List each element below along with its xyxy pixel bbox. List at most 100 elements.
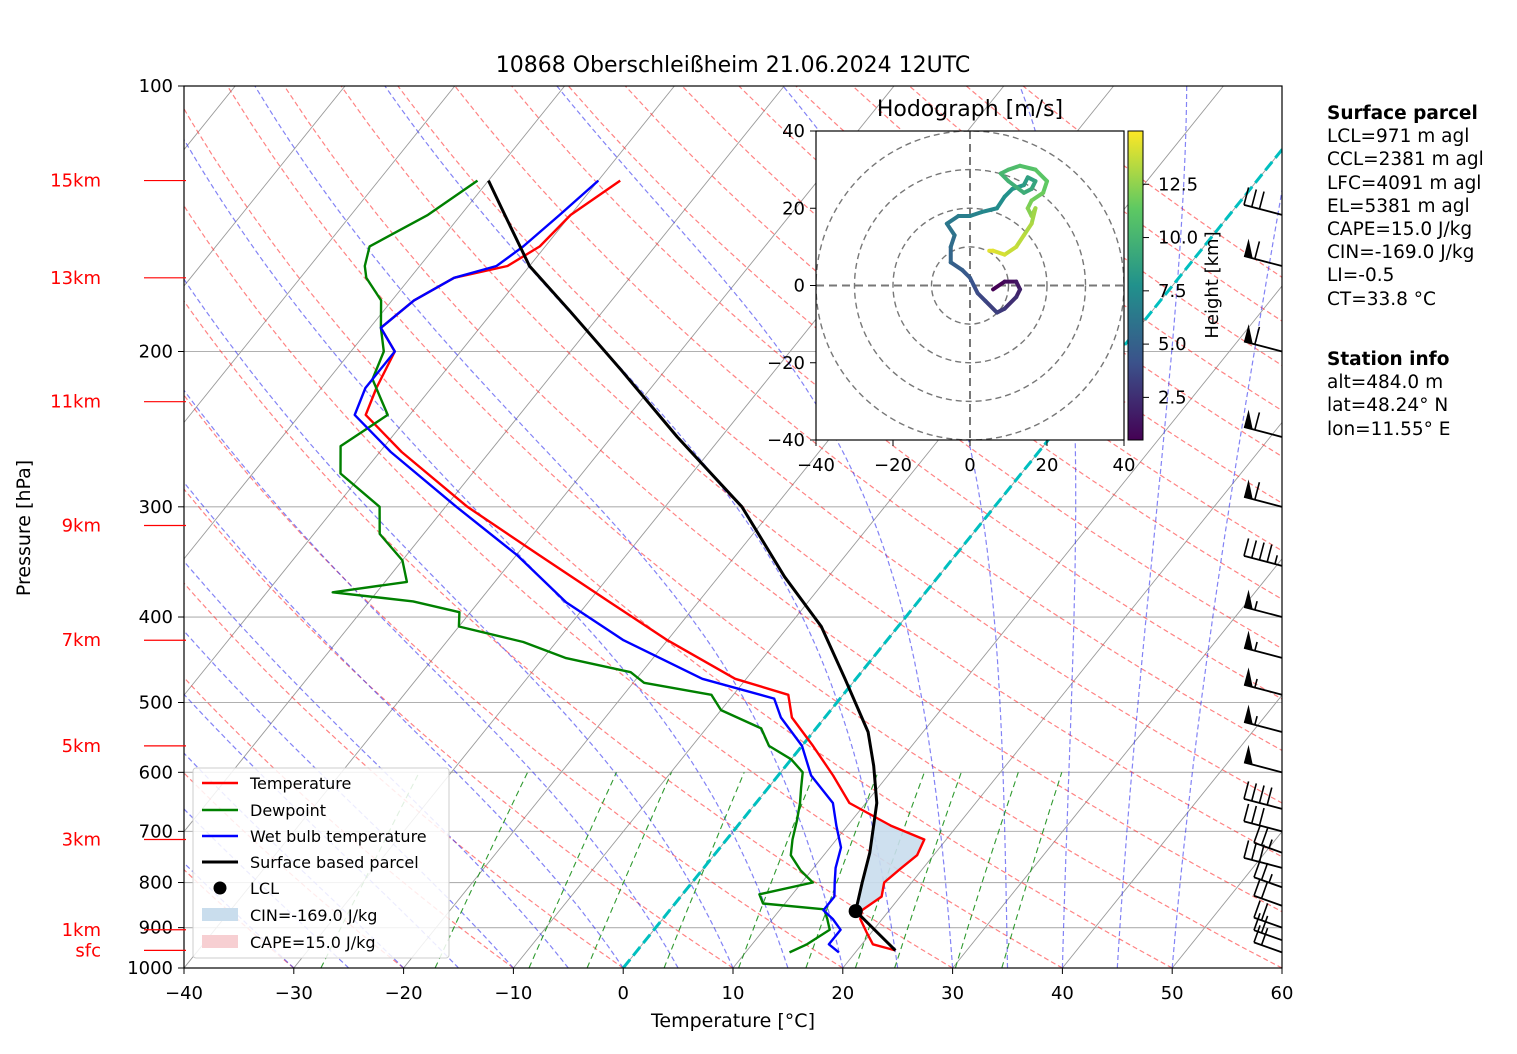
- dry-adiabat: [184, 300, 953, 968]
- wind-barbs: [1243, 187, 1283, 954]
- wind-barb-full: [1250, 842, 1258, 861]
- y-tick-label: 100: [139, 76, 173, 97]
- wind-barb-staff: [1253, 876, 1283, 889]
- moist-adiabat: [184, 278, 734, 968]
- wind-barb: [1243, 667, 1283, 696]
- dry-adiabat: [184, 582, 624, 968]
- moist-adiabat: [184, 389, 679, 968]
- wind-barb-staff: [1253, 841, 1283, 854]
- surface-parcel-line: CT=33.8 °C: [1327, 288, 1436, 310]
- x-tick-label: 20: [831, 983, 854, 1004]
- y-tick-label: 900: [139, 918, 173, 939]
- y-tick-label: 400: [139, 607, 173, 628]
- y-tick-label: 1000: [127, 958, 173, 979]
- hodograph-x-tick-label: 20: [1036, 455, 1059, 476]
- y-tick-label: 600: [139, 762, 173, 783]
- legend-label-cin: CIN=-169.0 J/kg: [250, 906, 377, 925]
- station-info: Station info alt=484.0 m lat=48.24° N lo…: [1327, 348, 1450, 441]
- surface-parcel-line: LI=-0.5: [1327, 265, 1395, 287]
- wind-barb-half: [1268, 873, 1273, 883]
- isotherm-line: [184, 86, 565, 560]
- hodograph-segment: [948, 233, 957, 249]
- wind-barb-full: [1250, 783, 1258, 802]
- wind-barb-half: [1268, 839, 1273, 849]
- x-tick-label: 30: [941, 983, 964, 1004]
- hodograph-segment: [1033, 167, 1049, 184]
- x-tick-label: 50: [1161, 983, 1184, 1004]
- hodograph-segment: [994, 194, 1007, 211]
- wind-barb: [1243, 744, 1283, 774]
- y-axis-label: Pressure [hPa]: [13, 460, 35, 596]
- hodograph-x-tick-label: 0: [964, 455, 975, 476]
- wind-barb-staff: [1243, 204, 1283, 216]
- moist-adiabat: [184, 630, 514, 968]
- hodograph-ring: [892, 207, 1048, 364]
- colorbar-tick-label: 10.0: [1158, 228, 1198, 249]
- wind-barb-full: [1258, 807, 1265, 826]
- mixing-ratio-line: [954, 772, 1019, 968]
- legend-label-wetbulb: Wet bulb temperature: [250, 827, 427, 846]
- station-info-line: lat=48.24° N: [1327, 395, 1449, 417]
- height-label: 3km: [62, 829, 101, 850]
- hodograph-background: [816, 131, 1124, 440]
- hodograph-x-tick-label: −20: [874, 455, 912, 476]
- x-tick-label: −10: [494, 983, 532, 1004]
- wind-barb: [1243, 840, 1283, 869]
- zero-degree-isotherm: [622, 147, 1282, 968]
- station-info-line: lon=11.55° E: [1327, 418, 1451, 440]
- height-label: 7km: [62, 630, 101, 651]
- colorbar-label: Height [km]: [1202, 231, 1223, 338]
- wind-barb-flag: [1244, 744, 1253, 765]
- wind-barb-full: [1243, 781, 1250, 800]
- wind-barb-staff: [1253, 916, 1283, 929]
- wind-barb-flag: [1244, 324, 1253, 344]
- surface-parcel-heading: Surface parcel: [1327, 103, 1478, 124]
- x-tick-label: 60: [1271, 983, 1294, 1004]
- dry-adiabat: [738, 86, 1282, 504]
- cin-cape-shading: [855, 817, 925, 915]
- moist-adiabat: [384, 86, 899, 968]
- x-tick-label: 40: [1051, 983, 1074, 1004]
- hodograph-segment: [1041, 179, 1049, 195]
- y-tick-label: 700: [139, 821, 173, 842]
- hodograph-title: Hodograph [m/s]: [877, 97, 1063, 122]
- height-label: 13km: [50, 268, 101, 289]
- y-axis-ticks: 100 200 300 400 500 600 700 800 900 1000: [127, 76, 184, 979]
- y-tick-label: 200: [139, 342, 173, 363]
- wind-barb-full: [1253, 900, 1261, 918]
- surface-parcel-line: CIN=-169.0 J/kg: [1327, 242, 1475, 264]
- wind-barb-half: [1254, 641, 1258, 651]
- hodograph-trace: [944, 163, 1049, 315]
- wind-barb-full: [1254, 412, 1261, 431]
- mixing-ratio-line: [434, 772, 529, 968]
- dry-adiabat: [340, 86, 1282, 858]
- legend-label-temperature: Temperature: [249, 774, 351, 793]
- wind-barb-full: [1254, 326, 1261, 345]
- hodograph-segment: [944, 213, 961, 226]
- height-label: 15km: [50, 171, 101, 192]
- wind-barb-flag: [1244, 630, 1253, 651]
- dry-adiabat: [226, 86, 1282, 968]
- height-label: 9km: [62, 516, 101, 537]
- mixing-ratio-line: [663, 772, 745, 968]
- wind-barb-staff: [1253, 929, 1283, 942]
- wind-barb-full: [1258, 542, 1265, 561]
- hodograph-y-tick-label: −40: [767, 430, 805, 451]
- hodograph-segment: [1021, 221, 1034, 238]
- wind-barb-full: [1243, 840, 1250, 859]
- hodograph-segment: [991, 279, 1007, 292]
- surface-parcel-line: CCL=2381 m agl: [1327, 149, 1484, 171]
- dry-adiabat: [454, 86, 1282, 752]
- wind-barb-full: [1253, 825, 1261, 843]
- wind-barb-full: [1260, 903, 1269, 921]
- wind-barb: [1243, 803, 1283, 833]
- hodograph-segment: [1018, 163, 1038, 172]
- hodograph-segment: [1002, 295, 1019, 311]
- hodograph-segment: [1014, 233, 1026, 249]
- wind-barb: [1243, 589, 1283, 618]
- wind-barb-flag: [1244, 409, 1253, 430]
- wind-barb: [1253, 878, 1283, 907]
- hodograph-x-tick-label: 40: [1113, 455, 1136, 476]
- x-tick-label: −40: [165, 983, 203, 1004]
